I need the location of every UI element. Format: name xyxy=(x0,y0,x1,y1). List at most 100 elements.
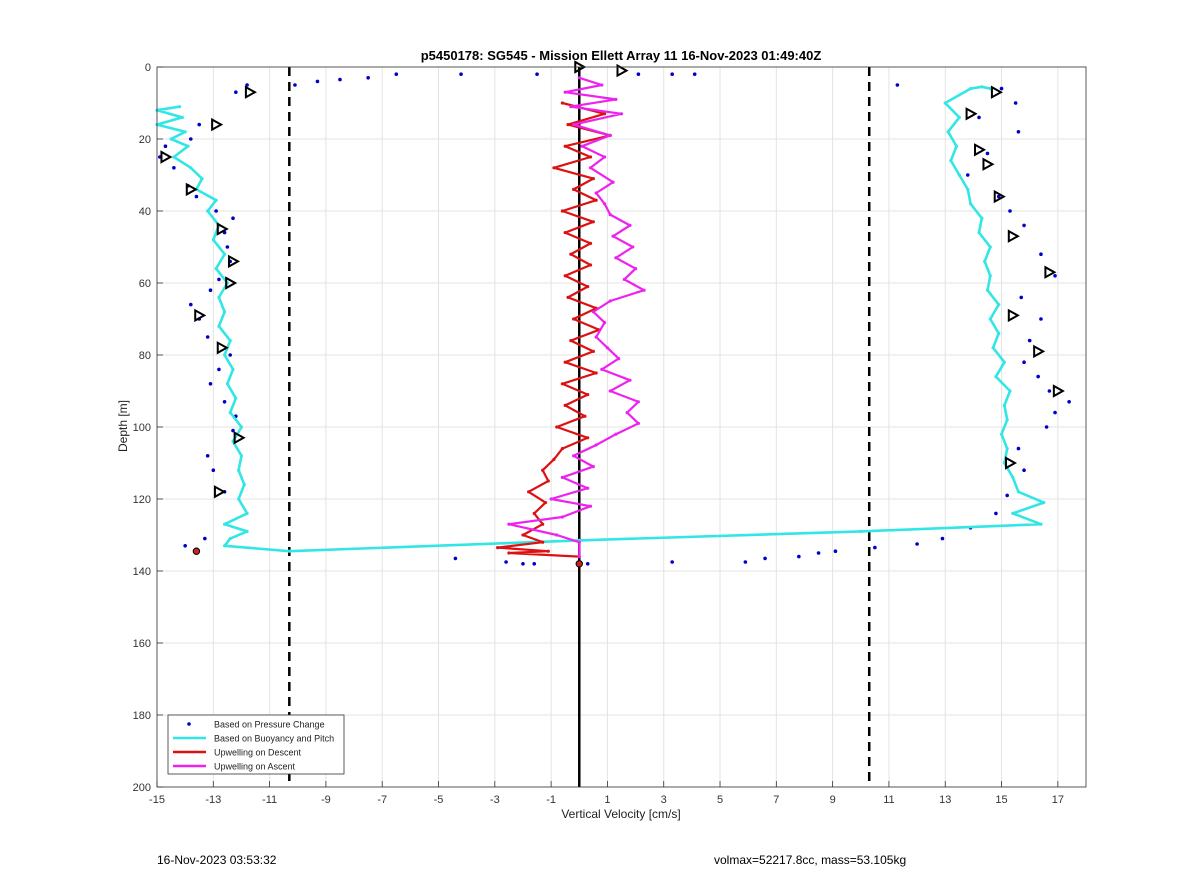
line-vertex-point xyxy=(237,497,241,501)
line-vertex-point xyxy=(222,310,227,314)
line-vertex-point xyxy=(563,274,567,278)
pressure-data-point xyxy=(225,245,230,249)
y-tick-label: 160 xyxy=(133,638,151,650)
gridlines xyxy=(156,66,1086,788)
legend-entry-label: Based on Pressure Change xyxy=(214,720,325,730)
pressure-data-point xyxy=(670,560,674,564)
line-vertex-point xyxy=(603,112,607,116)
line-vertex-point xyxy=(572,317,576,321)
pressure-data-point xyxy=(833,549,838,553)
x-tick-label: 17 xyxy=(1052,794,1064,806)
line-vertex-point xyxy=(552,166,556,170)
line-vertex-point xyxy=(966,187,970,191)
legend-box xyxy=(167,714,345,775)
pressure-data-point xyxy=(1039,252,1043,256)
triangle-marker xyxy=(185,182,198,197)
axis-ticks: -15 -13 -11 -9 -7 -5 -3 -1 1 3 5 7 9 11 13 15 1702040608… xyxy=(133,62,1064,806)
pressure-data-point xyxy=(996,194,1001,199)
pressure-data-point xyxy=(459,72,463,76)
pressure-data-point xyxy=(222,400,227,404)
chart-title: p5450178: SG545 - Mission Ellett Array 1… xyxy=(421,48,822,63)
line-vertex-point xyxy=(563,360,567,364)
red-dot-marker xyxy=(192,547,201,555)
line-vertex-point xyxy=(566,123,570,127)
x-tick-label: 9 xyxy=(830,794,836,806)
line-vertex-point xyxy=(586,436,590,440)
pressure-data-point xyxy=(394,72,399,76)
line-vertex-point xyxy=(1002,360,1006,364)
line-vertex-point xyxy=(563,403,567,407)
triangle-marker xyxy=(1052,384,1065,398)
line-vertex-point xyxy=(625,411,629,415)
line-vertex-point xyxy=(997,303,1001,307)
line-vertex-point xyxy=(588,241,593,245)
line-vertex-point xyxy=(577,540,581,544)
pressure-data-point xyxy=(816,551,821,555)
line-vertex-point xyxy=(603,155,607,159)
line-vertex-point xyxy=(239,454,244,458)
line-vertex-point xyxy=(563,231,567,235)
pressure-data-point xyxy=(1005,493,1009,498)
pressure-data-point xyxy=(453,556,458,561)
pressure-data-point xyxy=(203,536,207,541)
line-vertex-point xyxy=(631,245,635,249)
line-vertex-point xyxy=(560,515,564,519)
triangle-marker xyxy=(225,276,238,290)
x-tick-label: 13 xyxy=(939,794,951,806)
line-vertex-point xyxy=(287,549,291,553)
pressure-data-point xyxy=(205,335,210,339)
line-vertex-point xyxy=(245,511,249,515)
line-vertex-point xyxy=(580,144,584,148)
line-vertex-point xyxy=(507,551,511,555)
line-vertex-point xyxy=(968,87,973,91)
triangle-marker xyxy=(1007,229,1020,243)
line-vertex-point xyxy=(532,511,536,515)
pressure-data-point xyxy=(1016,446,1021,451)
red-dot-marker xyxy=(575,560,583,568)
line-vertex-point xyxy=(217,295,221,299)
x-tick-label: 5 xyxy=(717,794,723,806)
line-vertex-point xyxy=(1016,490,1021,494)
legend-entry-label: Based on Buoyancy and Pitch xyxy=(214,734,334,744)
x-axis-label: Vertical Velocity [cm/s] xyxy=(561,807,680,821)
line-vertex-point xyxy=(586,393,590,397)
line-vertex-point xyxy=(636,421,640,425)
pressure-data-point xyxy=(194,194,199,199)
triangle-marker xyxy=(1004,456,1018,470)
line-vertex-point xyxy=(628,223,632,227)
pressure-data-point xyxy=(1067,400,1071,404)
line-vertex-point xyxy=(594,198,598,202)
line-vertex-point xyxy=(988,317,992,321)
legend-entry-label: Upwelling on Descent xyxy=(214,748,302,758)
line-vertex-point xyxy=(237,468,241,472)
triangle-marker xyxy=(233,431,246,445)
pressure-data-point xyxy=(743,560,748,564)
line-vertex-point xyxy=(222,252,227,256)
pressure-data-point xyxy=(521,562,525,566)
line-vertex-point xyxy=(611,180,615,184)
line-vertex-point xyxy=(617,357,621,361)
x-tick-label: 11 xyxy=(883,794,894,806)
line-vertex-point xyxy=(569,339,573,343)
line-vertex-point xyxy=(957,115,961,119)
line-vertex-point xyxy=(985,288,990,292)
line-vertex-point xyxy=(546,479,550,483)
triangle-marker xyxy=(216,222,229,236)
line-vertex-point xyxy=(954,144,959,148)
line-vertex-point xyxy=(1005,447,1009,451)
line-vertex-point xyxy=(560,447,564,451)
line-vertex-point xyxy=(594,191,598,195)
line-vertex-point xyxy=(228,537,232,541)
line-vertex-point xyxy=(555,533,559,537)
line-vertex-point xyxy=(946,130,950,134)
line-vertex-point xyxy=(608,389,612,393)
pressure-data-point xyxy=(636,72,641,76)
line-vertex-point xyxy=(225,382,229,386)
y-tick-label: 60 xyxy=(139,278,151,290)
triangle-marker xyxy=(616,63,629,78)
line-vertex-point xyxy=(980,85,984,89)
pressure-data-point xyxy=(366,76,370,80)
pressure-data-point xyxy=(985,151,990,156)
triangle-marker xyxy=(160,150,173,164)
